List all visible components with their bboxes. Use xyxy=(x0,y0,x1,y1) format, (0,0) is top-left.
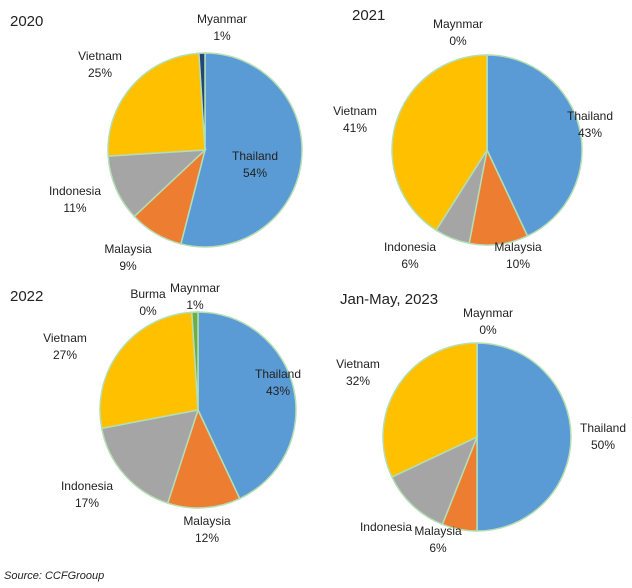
chart-title: Jan-May, 2023 xyxy=(340,291,438,308)
slice-value-label: 9% xyxy=(119,259,137,273)
slice-category-label: Vietnam xyxy=(336,357,380,371)
pie-slice xyxy=(390,435,479,526)
slice-category-label: Indonesia xyxy=(49,184,101,198)
slice-value-label: 54% xyxy=(243,166,267,180)
slice-value-label: 1% xyxy=(213,29,231,43)
slice-category-label: Indonesia xyxy=(384,240,436,254)
slice-value-label: 0% xyxy=(139,304,157,318)
pie-slice xyxy=(486,54,583,237)
slice-category-label: Burma xyxy=(130,287,166,301)
slice-category-label: Thailand xyxy=(567,109,613,123)
pie-slice xyxy=(382,342,478,479)
pie-slice xyxy=(179,52,303,248)
slice-value-label: 6% xyxy=(401,257,419,271)
slice-category-label: Indonesia xyxy=(360,520,412,534)
pie-slice xyxy=(100,409,200,505)
pie-slice xyxy=(107,149,208,218)
slice-value-label: 50% xyxy=(591,438,615,452)
slice-value-label: 43% xyxy=(266,384,290,398)
pie-slice xyxy=(107,52,206,157)
pie-slice xyxy=(99,311,199,430)
slice-category-label: Malaysia xyxy=(104,242,152,256)
slice-category-label: Indonesia xyxy=(61,479,113,493)
chart-title: 2020 xyxy=(10,13,43,30)
pie-slice xyxy=(391,54,488,232)
slice-value-label: 32% xyxy=(346,374,370,388)
slice-value-label: 27% xyxy=(53,348,77,362)
slice-category-label: Malaysia xyxy=(183,514,231,528)
slice-category-label: Vietnam xyxy=(333,104,377,118)
slice-value-label: 11% xyxy=(63,201,86,215)
pie-slice xyxy=(197,311,297,500)
slice-value-label: 0% xyxy=(479,323,497,337)
source-note: Source: CCFGrooup xyxy=(4,570,104,582)
slice-value-label: 1% xyxy=(186,298,204,312)
pie-slice xyxy=(191,311,199,411)
slice-category-label: Myanmar xyxy=(197,12,247,26)
slice-category-label: Thailand xyxy=(232,149,278,163)
slice-value-label: 17% xyxy=(75,496,99,510)
slice-value-label: 25% xyxy=(88,66,112,80)
slice-value-label: 41% xyxy=(343,121,367,135)
slice-category-label: Maynmar xyxy=(170,281,220,295)
slice-value-label: 10% xyxy=(506,257,530,271)
slice-category-label: Malaysia xyxy=(494,240,542,254)
slice-category-label: Thailand xyxy=(580,421,626,435)
pie-slice xyxy=(166,407,241,509)
slice-value-label: 0% xyxy=(449,34,467,48)
slice-value-label: 43% xyxy=(578,126,602,140)
pie-slice xyxy=(476,342,572,532)
slice-category-label: Thailand xyxy=(255,367,301,381)
slice-category-label: Maynmar xyxy=(463,306,513,320)
slice-value-label: 12% xyxy=(195,531,219,545)
chart-title: 2021 xyxy=(352,7,385,24)
slice-category-label: Vietnam xyxy=(43,331,87,345)
slice-category-label: Malaysia xyxy=(414,524,462,538)
slice-value-label: 6% xyxy=(429,541,447,555)
slice-category-label: Maynmar xyxy=(433,17,483,31)
chart-title: 2022 xyxy=(10,288,43,305)
pie-slice xyxy=(198,52,206,151)
slice-category-label: Vietnam xyxy=(78,49,122,63)
